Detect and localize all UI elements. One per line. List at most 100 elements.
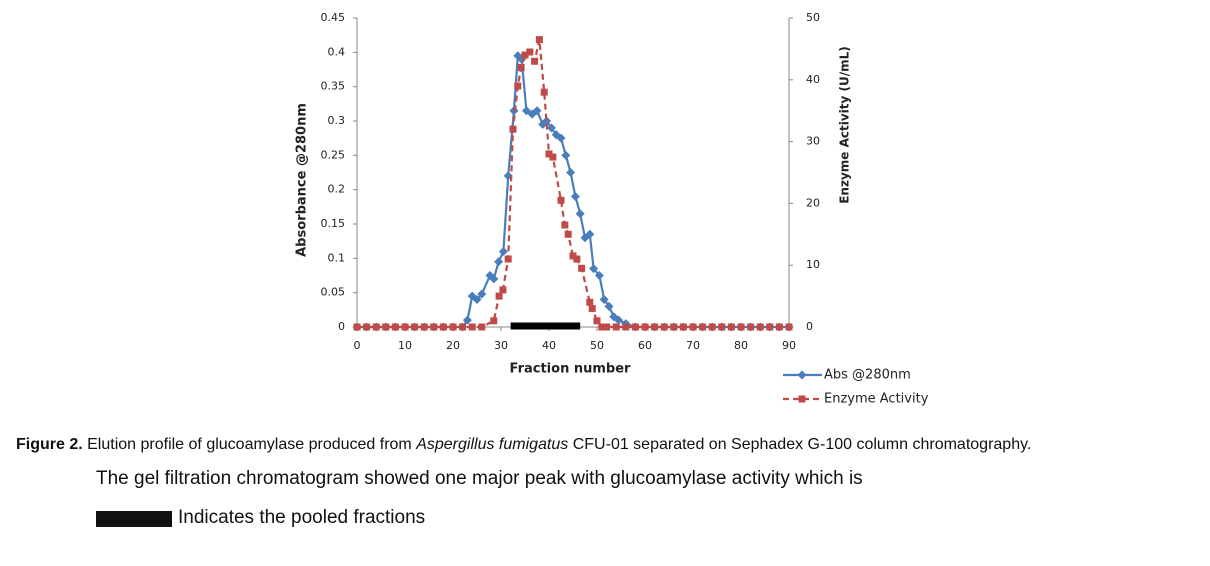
- y-tick-label: 0.15: [321, 217, 346, 230]
- data-point: [599, 295, 609, 305]
- x-tick-label: 80: [734, 339, 748, 352]
- data-point: [401, 323, 409, 331]
- data-point: [478, 323, 486, 331]
- data-point: [540, 88, 548, 96]
- data-point: [411, 323, 419, 331]
- data-point: [526, 48, 534, 56]
- data-point: [449, 323, 457, 331]
- data-point: [564, 230, 572, 238]
- data-point: [557, 196, 565, 204]
- data-point: [727, 323, 735, 331]
- y-tick-label: 0.3: [328, 114, 346, 127]
- caption-species: Aspergillus fumigatus: [416, 436, 569, 453]
- y-tick-label: 0.45: [321, 11, 346, 24]
- data-point: [546, 123, 556, 133]
- data-point: [531, 57, 539, 65]
- data-point: [585, 229, 595, 239]
- y2-axis-title: Enzyme Activity (U/mL): [838, 46, 852, 204]
- data-point: [756, 323, 764, 331]
- data-point: [660, 323, 668, 331]
- data-point: [494, 257, 504, 267]
- y-tick-label: 0.4: [328, 45, 346, 58]
- data-point: [490, 317, 498, 325]
- data-point: [737, 323, 745, 331]
- data-point: [766, 323, 774, 331]
- y2-tick-label: 10: [806, 258, 820, 271]
- data-point: [775, 323, 783, 331]
- data-point: [651, 323, 659, 331]
- data-point: [631, 323, 639, 331]
- y-tick-label: 0.35: [321, 80, 346, 93]
- data-point: [499, 286, 507, 294]
- data-point: [670, 323, 678, 331]
- data-point: [556, 133, 566, 143]
- data-point: [468, 323, 476, 331]
- data-point: [472, 295, 482, 305]
- data-point: [430, 323, 438, 331]
- x-tick-label: 30: [494, 339, 508, 352]
- x-tick-label: 60: [638, 339, 652, 352]
- y2-tick-label: 30: [806, 135, 820, 148]
- data-point: [603, 323, 611, 331]
- x-tick-label: 40: [542, 339, 556, 352]
- data-point: [573, 255, 581, 263]
- series-line: [357, 53, 789, 329]
- y-tick-label: 0: [338, 320, 345, 333]
- data-point: [614, 315, 624, 325]
- data-point: [588, 304, 596, 312]
- data-point: [575, 209, 585, 219]
- data-point: [521, 51, 529, 59]
- data-point: [612, 323, 620, 331]
- caption-line: The gel filtration chromatogram showed o…: [96, 468, 863, 489]
- caption: Figure 2. Elution profile of glucoamylas…: [16, 436, 1031, 454]
- chart: Fraction number Absorbance @280nm Enzyme…: [295, 11, 929, 407]
- data-point: [708, 323, 716, 331]
- x-tick-label: 10: [398, 339, 412, 352]
- data-point: [561, 150, 571, 160]
- data-point: [689, 323, 697, 331]
- data-point: [532, 106, 542, 116]
- y-tick-label: 0.1: [328, 251, 346, 264]
- data-point: [641, 323, 649, 331]
- series-line: [357, 39, 789, 329]
- data-point: [382, 323, 390, 331]
- x-tick-label: 90: [782, 339, 796, 352]
- data-point: [604, 301, 614, 311]
- data-point: [504, 255, 512, 263]
- legend-label: Enzyme Activity: [824, 392, 929, 407]
- data-point: [586, 298, 594, 306]
- data-point: [391, 323, 399, 331]
- caption-label: Figure 2.: [16, 436, 83, 453]
- data-point: [363, 323, 371, 331]
- x-tick-label: 20: [446, 339, 460, 352]
- data-point: [593, 317, 601, 325]
- data-point: [495, 292, 503, 300]
- data-point: [535, 36, 543, 44]
- y-tick-label: 0.2: [328, 183, 346, 196]
- data-point: [718, 323, 726, 331]
- y-tick-label: 0.05: [321, 286, 346, 299]
- x-tick-label: 70: [686, 339, 700, 352]
- data-point: [498, 246, 508, 256]
- y2-tick-label: 0: [806, 320, 813, 333]
- data-point: [517, 63, 525, 71]
- y2-tick-label: 20: [806, 196, 820, 209]
- y-tick-label: 0.25: [321, 148, 346, 161]
- data-point: [439, 323, 447, 331]
- data-point: [561, 221, 569, 229]
- caption-line: Indicates the pooled fractions: [178, 507, 426, 528]
- data-point: [570, 192, 580, 202]
- data-point: [545, 150, 553, 158]
- data-point: [594, 271, 604, 280]
- data-point: [542, 116, 552, 126]
- data-point: [477, 289, 487, 299]
- data-point: [598, 323, 606, 331]
- data-point: [578, 264, 586, 272]
- x-axis-title: Fraction number: [510, 362, 631, 377]
- data-point: [459, 323, 467, 331]
- data-point: [420, 323, 428, 331]
- data-point: [747, 323, 755, 331]
- legend-marker: [798, 395, 806, 403]
- legend-marker: [797, 370, 807, 380]
